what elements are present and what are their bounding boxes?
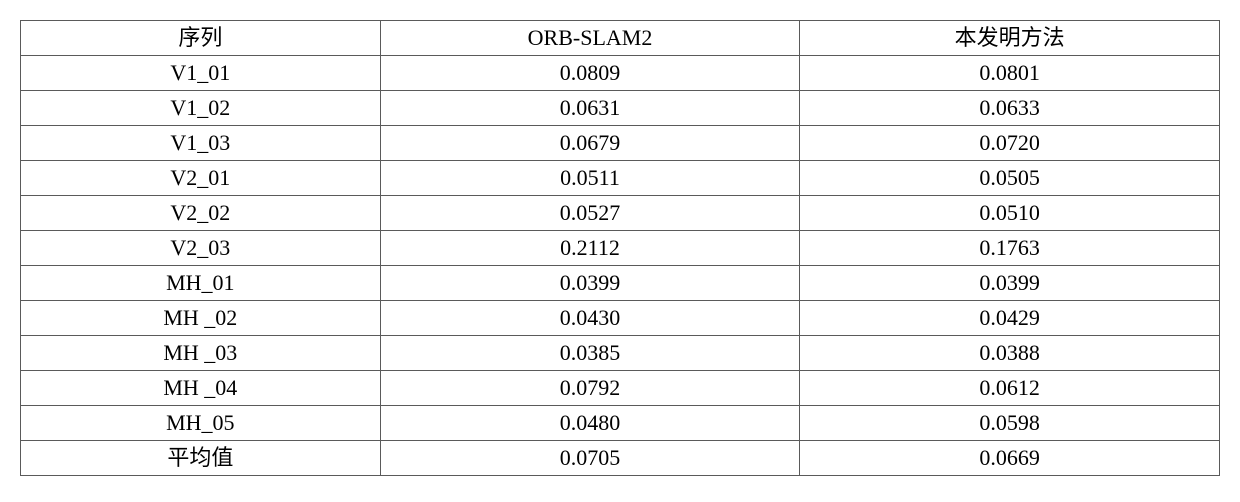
cell-orb-slam2: 0.0705 [380, 441, 800, 476]
cell-our-method: 0.0720 [800, 126, 1220, 161]
cell-our-method: 0.0801 [800, 56, 1220, 91]
cell-sequence: MH_01 [21, 266, 381, 301]
header-sequence: 序列 [21, 21, 381, 56]
cell-orb-slam2: 0.0399 [380, 266, 800, 301]
cell-orb-slam2: 0.0527 [380, 196, 800, 231]
table-row: MH_05 0.0480 0.0598 [21, 406, 1220, 441]
table-row: V1_02 0.0631 0.0633 [21, 91, 1220, 126]
table-row: V2_02 0.0527 0.0510 [21, 196, 1220, 231]
cell-orb-slam2: 0.0679 [380, 126, 800, 161]
cell-our-method: 0.0612 [800, 371, 1220, 406]
comparison-table: 序列 ORB-SLAM2 本发明方法 V1_01 0.0809 0.0801 V… [20, 20, 1220, 476]
cell-our-method: 0.0505 [800, 161, 1220, 196]
cell-our-method: 0.0598 [800, 406, 1220, 441]
cell-our-method: 0.0388 [800, 336, 1220, 371]
cell-orb-slam2: 0.0809 [380, 56, 800, 91]
cell-our-method: 0.0669 [800, 441, 1220, 476]
cell-sequence: V1_03 [21, 126, 381, 161]
table-row: V2_01 0.0511 0.0505 [21, 161, 1220, 196]
cell-sequence: MH_05 [21, 406, 381, 441]
cell-our-method: 0.0633 [800, 91, 1220, 126]
cell-our-method: 0.0429 [800, 301, 1220, 336]
table-row: MH _02 0.0430 0.0429 [21, 301, 1220, 336]
table-body: V1_01 0.0809 0.0801 V1_02 0.0631 0.0633 … [21, 56, 1220, 476]
cell-sequence: V1_01 [21, 56, 381, 91]
cell-orb-slam2: 0.0631 [380, 91, 800, 126]
comparison-table-container: 序列 ORB-SLAM2 本发明方法 V1_01 0.0809 0.0801 V… [20, 20, 1220, 476]
cell-sequence: V1_02 [21, 91, 381, 126]
table-row: V1_01 0.0809 0.0801 [21, 56, 1220, 91]
header-our-method: 本发明方法 [800, 21, 1220, 56]
table-row: V2_03 0.2112 0.1763 [21, 231, 1220, 266]
cell-sequence: MH _04 [21, 371, 381, 406]
cell-sequence: V2_03 [21, 231, 381, 266]
table-row: MH _04 0.0792 0.0612 [21, 371, 1220, 406]
cell-orb-slam2: 0.2112 [380, 231, 800, 266]
cell-orb-slam2: 0.0480 [380, 406, 800, 441]
table-header-row: 序列 ORB-SLAM2 本发明方法 [21, 21, 1220, 56]
cell-our-method: 0.0399 [800, 266, 1220, 301]
cell-sequence: MH _03 [21, 336, 381, 371]
cell-our-method: 0.0510 [800, 196, 1220, 231]
table-row-average: 平均值 0.0705 0.0669 [21, 441, 1220, 476]
cell-sequence: MH _02 [21, 301, 381, 336]
cell-orb-slam2: 0.0792 [380, 371, 800, 406]
table-row: V1_03 0.0679 0.0720 [21, 126, 1220, 161]
cell-sequence: V2_01 [21, 161, 381, 196]
header-orb-slam2: ORB-SLAM2 [380, 21, 800, 56]
cell-orb-slam2: 0.0430 [380, 301, 800, 336]
cell-our-method: 0.1763 [800, 231, 1220, 266]
table-row: MH _03 0.0385 0.0388 [21, 336, 1220, 371]
cell-orb-slam2: 0.0511 [380, 161, 800, 196]
cell-sequence: 平均值 [21, 441, 381, 476]
cell-orb-slam2: 0.0385 [380, 336, 800, 371]
cell-sequence: V2_02 [21, 196, 381, 231]
table-row: MH_01 0.0399 0.0399 [21, 266, 1220, 301]
